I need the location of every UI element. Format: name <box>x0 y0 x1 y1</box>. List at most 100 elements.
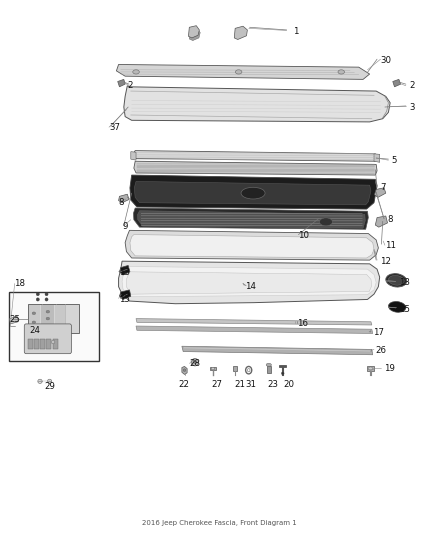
Text: 15: 15 <box>399 304 410 313</box>
Polygon shape <box>119 194 129 203</box>
Polygon shape <box>130 235 374 258</box>
Text: 30: 30 <box>381 56 392 64</box>
Text: 11: 11 <box>385 241 396 250</box>
Ellipse shape <box>32 321 35 324</box>
FancyBboxPatch shape <box>53 340 58 349</box>
Polygon shape <box>125 230 378 260</box>
Ellipse shape <box>32 312 35 314</box>
Text: 18: 18 <box>14 279 25 288</box>
Text: 17: 17 <box>373 328 384 337</box>
Ellipse shape <box>194 361 196 364</box>
Ellipse shape <box>211 367 215 370</box>
Polygon shape <box>134 208 368 229</box>
Ellipse shape <box>235 70 242 74</box>
FancyBboxPatch shape <box>28 304 79 333</box>
Text: 28: 28 <box>189 359 200 368</box>
Ellipse shape <box>45 298 48 301</box>
Polygon shape <box>374 154 380 163</box>
Ellipse shape <box>338 70 345 74</box>
Ellipse shape <box>36 293 39 296</box>
Text: 15: 15 <box>119 295 130 304</box>
Text: 27: 27 <box>211 380 222 389</box>
Ellipse shape <box>183 369 186 372</box>
FancyBboxPatch shape <box>28 340 33 349</box>
Polygon shape <box>136 326 373 334</box>
Text: 31: 31 <box>245 380 256 389</box>
Polygon shape <box>182 346 373 355</box>
Text: 10: 10 <box>297 231 309 240</box>
Ellipse shape <box>389 302 406 312</box>
FancyBboxPatch shape <box>46 340 51 349</box>
Text: 29: 29 <box>44 382 55 391</box>
Polygon shape <box>234 26 247 39</box>
Polygon shape <box>136 319 372 325</box>
Text: 3: 3 <box>409 102 414 111</box>
Ellipse shape <box>47 379 52 383</box>
Text: 24: 24 <box>29 326 40 335</box>
Text: 23: 23 <box>267 380 278 389</box>
Polygon shape <box>117 64 370 79</box>
FancyBboxPatch shape <box>24 324 71 354</box>
Text: 2: 2 <box>127 81 133 90</box>
Text: 5: 5 <box>392 156 397 165</box>
Ellipse shape <box>386 273 407 287</box>
FancyBboxPatch shape <box>34 340 39 349</box>
Polygon shape <box>10 317 18 324</box>
Polygon shape <box>127 272 372 294</box>
Text: 21: 21 <box>234 380 245 389</box>
Text: 25: 25 <box>10 315 21 324</box>
Ellipse shape <box>241 187 265 199</box>
Ellipse shape <box>45 293 48 296</box>
Text: 2016 Jeep Cherokee Fascia, Front Diagram 1: 2016 Jeep Cherokee Fascia, Front Diagram… <box>141 520 297 526</box>
Text: 8: 8 <box>387 215 392 224</box>
Text: 1: 1 <box>293 27 299 36</box>
Polygon shape <box>188 26 199 38</box>
Text: 26: 26 <box>375 346 386 355</box>
Polygon shape <box>41 305 54 332</box>
FancyBboxPatch shape <box>10 292 99 361</box>
Ellipse shape <box>38 379 42 383</box>
Text: 9: 9 <box>123 222 128 231</box>
Text: 22: 22 <box>179 380 190 389</box>
Polygon shape <box>124 86 390 122</box>
Text: 7: 7 <box>381 183 386 192</box>
Polygon shape <box>55 305 65 332</box>
Polygon shape <box>119 261 380 304</box>
Ellipse shape <box>191 359 198 366</box>
Text: 13: 13 <box>119 269 130 277</box>
Polygon shape <box>120 290 131 300</box>
FancyBboxPatch shape <box>40 340 45 349</box>
Text: 20: 20 <box>284 380 295 389</box>
Text: 12: 12 <box>380 257 391 265</box>
Polygon shape <box>267 366 271 373</box>
Text: 8: 8 <box>119 198 124 207</box>
Polygon shape <box>134 161 377 175</box>
Ellipse shape <box>282 372 284 375</box>
Polygon shape <box>138 211 365 228</box>
Polygon shape <box>130 175 377 209</box>
Ellipse shape <box>266 364 272 367</box>
Polygon shape <box>134 181 371 205</box>
Polygon shape <box>120 265 130 275</box>
Ellipse shape <box>319 218 332 226</box>
Ellipse shape <box>133 70 139 74</box>
Polygon shape <box>374 188 386 197</box>
Text: 16: 16 <box>297 319 308 328</box>
Polygon shape <box>279 365 286 367</box>
Ellipse shape <box>46 310 49 313</box>
Polygon shape <box>182 367 187 374</box>
Text: 13: 13 <box>399 278 410 287</box>
Polygon shape <box>118 79 125 87</box>
Polygon shape <box>122 266 376 297</box>
Text: 37: 37 <box>109 123 120 132</box>
Polygon shape <box>367 366 374 371</box>
Polygon shape <box>189 28 200 41</box>
Text: 19: 19 <box>384 364 395 373</box>
Ellipse shape <box>389 276 404 285</box>
Ellipse shape <box>46 317 49 320</box>
Polygon shape <box>210 367 215 370</box>
Polygon shape <box>131 152 136 160</box>
Text: 2: 2 <box>409 81 414 90</box>
Polygon shape <box>393 79 401 87</box>
Polygon shape <box>233 366 237 371</box>
